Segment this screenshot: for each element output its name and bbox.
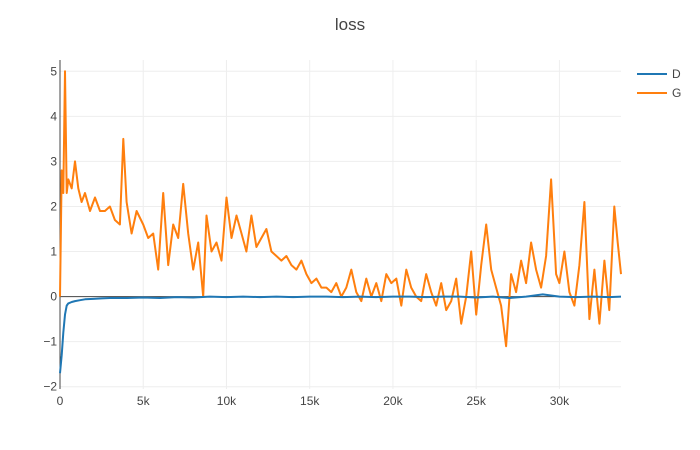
y-tick-label: −2 bbox=[43, 380, 57, 394]
x-tick-label: 30k bbox=[550, 394, 570, 408]
legend-label: D bbox=[672, 67, 681, 81]
x-tick-label: 0 bbox=[57, 394, 64, 408]
legend-label: G bbox=[672, 86, 681, 100]
legend[interactable]: DG bbox=[637, 67, 681, 100]
series-layer bbox=[59, 70, 622, 374]
legend-item-d[interactable]: D bbox=[637, 67, 681, 81]
x-tick-label: 15k bbox=[300, 394, 320, 408]
y-tick-label: 2 bbox=[50, 199, 57, 213]
y-tick-label: 0 bbox=[50, 290, 57, 304]
y-tick-label: 5 bbox=[50, 64, 57, 78]
y-tick-label: 3 bbox=[50, 154, 57, 168]
x-tick-label: 10k bbox=[217, 394, 237, 408]
axes: −2 −1 0 1 2 3 4 5 0 5k 10k 15k 20k 25k 30k bbox=[43, 60, 621, 408]
y-tick-label: 4 bbox=[50, 109, 57, 123]
series-line-g bbox=[59, 70, 622, 348]
x-tick-label: 25k bbox=[466, 394, 486, 408]
x-tick-label: 20k bbox=[383, 394, 403, 408]
series-line-d bbox=[59, 293, 622, 374]
y-tick-label: 1 bbox=[50, 245, 57, 259]
legend-item-g[interactable]: G bbox=[637, 86, 681, 100]
grid bbox=[60, 60, 621, 389]
y-tick-label: −1 bbox=[43, 335, 57, 349]
x-tick-label: 5k bbox=[137, 394, 151, 408]
chart-title: loss bbox=[335, 15, 365, 34]
